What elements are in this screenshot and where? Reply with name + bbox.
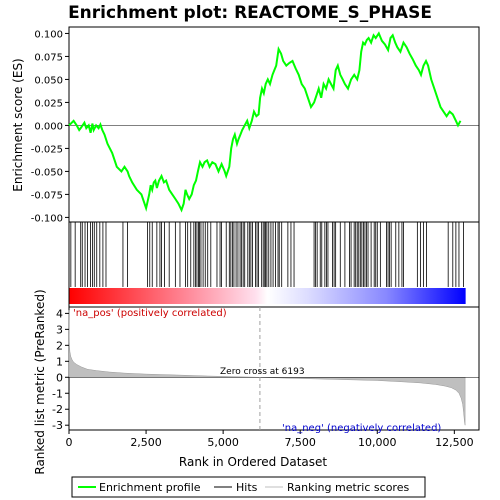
metric-xtick-label: 0 (66, 436, 73, 449)
zero-cross-label: Zero cross at 6193 (220, 367, 305, 377)
metric-xtick-label: 10,000 (358, 436, 397, 449)
es-ytick-label: 0.100 (34, 29, 63, 40)
metric-ytick-label: -2 (52, 403, 63, 416)
es-panel: -0.100 -0.075 -0.050 -0.025 0.000 0.025 0.050 0… (11, 26, 480, 226)
metric-xtick-label: 5,000 (207, 436, 239, 449)
es-ytick-label: 0.000 (34, 121, 63, 132)
es-ytick-label: 0.025 (34, 98, 63, 109)
metric-panel-frame (68, 306, 480, 431)
chart-title: Enrichment plot: REACTOME_S_PHASE (68, 3, 432, 23)
hits-panel (68, 221, 480, 308)
es-ytick-label: -0.050 (31, 167, 63, 178)
metric-ytick-label: 0 (56, 371, 63, 384)
ranking-metric-area (68, 310, 466, 426)
metric-x-axis: 0 2,500 5,000 7,500 10,000 12,500 (66, 430, 474, 449)
rank-gradient-bar (69, 288, 466, 304)
metric-ytick-label: 2 (56, 339, 63, 352)
es-ytick-label: -0.075 (31, 190, 63, 201)
metric-ytick-label: 1 (56, 355, 63, 368)
es-panel-frame (68, 26, 480, 223)
x-axis-label: Rank in Ordered Dataset (179, 455, 327, 469)
metric-ytick-label: -1 (52, 387, 63, 400)
legend-enrichment-label: Enrichment profile (99, 481, 201, 494)
es-y-label: Enrichment score (ES) (11, 58, 25, 191)
neg-label: 'na_neg' (negatively correlated) (282, 423, 441, 434)
metric-xtick-label: 12,500 (435, 436, 474, 449)
metric-ytick-label: -3 (52, 419, 63, 432)
metric-xtick-label: 7,500 (284, 436, 316, 449)
metric-xtick-label: 2,500 (130, 436, 162, 449)
legend: Enrichment profile Hits Ranking metric s… (71, 476, 426, 498)
metric-y-axis: -3 -2 -1 0 1 2 3 4 (52, 307, 69, 432)
metric-ytick-label: 3 (56, 323, 63, 336)
hit-marks (70, 222, 464, 287)
enrichment-profile-line (68, 31, 462, 213)
metric-y-label: Ranked list metric (PreRanked) (33, 289, 47, 474)
metric-panel: -3 -2 -1 0 1 2 3 4 0 2,500 5,000 7,500 10,000 12,500… (33, 289, 480, 475)
metric-ytick-label: 4 (56, 307, 63, 320)
es-ytick-label: 0.050 (34, 75, 63, 86)
legend-box (71, 476, 426, 498)
es-ytick-label: -0.025 (31, 144, 63, 155)
es-y-axis: -0.100 -0.075 -0.050 -0.025 0.000 0.025 0.050 0… (31, 29, 69, 224)
es-ytick-label: 0.075 (34, 52, 63, 63)
legend-hits-label: Hits (236, 481, 258, 494)
legend-metric-label: Ranking metric scores (287, 481, 409, 494)
es-ytick-label: -0.100 (31, 213, 63, 224)
pos-label: 'na_pos' (positively correlated) (73, 308, 227, 319)
